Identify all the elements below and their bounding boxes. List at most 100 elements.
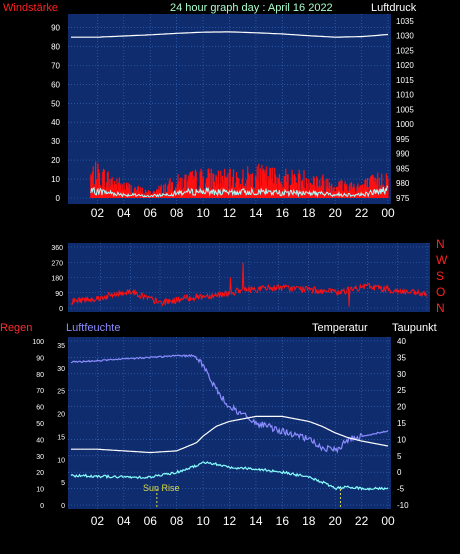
pressure-axis-tick: 1000 bbox=[396, 120, 414, 129]
pressure-axis-tick: 985 bbox=[396, 164, 410, 173]
pressure-axis-tick: 995 bbox=[396, 135, 410, 144]
pressure-axis-tick: 1035 bbox=[396, 17, 414, 26]
wind-axis-tick: 0 bbox=[56, 194, 61, 203]
humidity-axis-tick: 35 bbox=[57, 343, 65, 350]
temperature-axis-tick: 5 bbox=[397, 452, 402, 461]
x-tick-label-1: 04 bbox=[117, 206, 131, 220]
rain-axis-tick: 30 bbox=[36, 454, 44, 461]
humidity-axis-tick: 0 bbox=[61, 503, 65, 510]
x-tick-label-3: 02 bbox=[91, 514, 105, 528]
rain-axis-tick: 50 bbox=[36, 421, 44, 428]
rain-axis-tick: 20 bbox=[36, 470, 44, 477]
x-tick-label-1: 00 bbox=[381, 206, 395, 220]
temperature-axis-tick: 35 bbox=[397, 353, 406, 362]
temperature-axis-tick: 15 bbox=[397, 419, 406, 428]
luftfeuchte-label: Luftfeuchte bbox=[66, 322, 120, 334]
x-tick-label-3: 12 bbox=[223, 514, 237, 528]
x-tick-label-3: 20 bbox=[328, 514, 342, 528]
temperature-axis-tick: 30 bbox=[397, 370, 406, 379]
rain-axis-tick: 40 bbox=[36, 437, 44, 444]
x-tick-label-1: 12 bbox=[223, 206, 237, 220]
wind-average-series bbox=[90, 185, 389, 198]
pressure-axis-tick: 1025 bbox=[396, 46, 414, 55]
pressure-series bbox=[71, 31, 389, 38]
direction-axis-tick: 360 bbox=[51, 245, 63, 252]
compass-label: W bbox=[436, 253, 448, 267]
pressure-axis-tick: 1020 bbox=[396, 61, 414, 70]
pressure-axis-tick: 1015 bbox=[396, 76, 414, 85]
humidity-axis-tick: 15 bbox=[57, 434, 65, 441]
rain-axis-tick: 60 bbox=[36, 405, 44, 412]
humidity-panel bbox=[68, 337, 391, 509]
rain-axis-tick: 0 bbox=[40, 503, 44, 510]
rain-axis-tick: 80 bbox=[36, 372, 44, 379]
x-tick-label-1: 18 bbox=[302, 206, 316, 220]
temperature-axis-tick: 20 bbox=[397, 403, 406, 412]
pressure-axis-tick: 980 bbox=[396, 179, 410, 188]
compass-label: S bbox=[436, 269, 444, 283]
humidity-axis-tick: 20 bbox=[57, 412, 65, 419]
wind-axis-tick: 40 bbox=[51, 118, 60, 127]
pressure-axis-tick: 1010 bbox=[396, 91, 414, 100]
dewpoint-series bbox=[70, 461, 389, 491]
wind-axis-tick: 10 bbox=[51, 175, 60, 184]
pressure-axis-tick: 975 bbox=[396, 194, 410, 203]
rain-axis-tick: 100 bbox=[32, 339, 44, 346]
pressure-axis-tick: 1005 bbox=[396, 105, 414, 114]
x-tick-label-3: 16 bbox=[276, 514, 290, 528]
compass-label: O bbox=[436, 285, 445, 299]
x-tick-label-3: 18 bbox=[302, 514, 316, 528]
wind-axis-tick: 90 bbox=[51, 23, 60, 32]
humidity-axis-tick: 5 bbox=[61, 480, 65, 487]
x-tick-label-3: 22 bbox=[355, 514, 369, 528]
x-tick-label-1: 22 bbox=[355, 206, 369, 220]
windstaerke-label: Windstärke bbox=[3, 2, 58, 14]
x-tick-label-3: 06 bbox=[144, 514, 158, 528]
x-tick-label-1: 08 bbox=[170, 206, 184, 220]
wind-axis-tick: 80 bbox=[51, 42, 60, 51]
humidity-series bbox=[70, 353, 389, 454]
temperature-series bbox=[71, 415, 389, 454]
wind-axis-tick: 20 bbox=[51, 156, 60, 165]
compass-label: N bbox=[436, 301, 445, 315]
x-tick-label-1: 20 bbox=[328, 206, 342, 220]
compass-label: N bbox=[436, 237, 445, 251]
taupunkt-label: Taupunkt bbox=[392, 322, 437, 334]
direction-axis-tick: 0 bbox=[59, 306, 63, 313]
x-tick-label-1: 06 bbox=[144, 206, 158, 220]
pressure-axis-tick: 1030 bbox=[396, 32, 414, 41]
direction-axis-tick: 180 bbox=[51, 276, 63, 283]
rain-axis-tick: 10 bbox=[36, 487, 44, 494]
x-tick-label-1: 02 bbox=[91, 206, 105, 220]
x-tick-label-3: 00 bbox=[381, 514, 395, 528]
wind-axis-tick: 30 bbox=[51, 137, 60, 146]
temperature-axis-tick: -10 bbox=[397, 501, 409, 510]
rain-axis-tick: 70 bbox=[36, 388, 44, 395]
wind-axis-tick: 50 bbox=[51, 99, 60, 108]
direction-axis-tick: 270 bbox=[51, 260, 63, 267]
x-tick-label-3: 14 bbox=[249, 514, 263, 528]
temperatur-label: Temperatur bbox=[312, 322, 368, 334]
x-tick-label-3: 08 bbox=[170, 514, 184, 528]
temperature-axis-tick: 40 bbox=[397, 337, 406, 346]
direction-axis-tick: 90 bbox=[55, 291, 63, 298]
wind-axis-tick: 70 bbox=[51, 61, 60, 70]
sunrise-label: Sun Rise bbox=[143, 483, 180, 493]
humidity-axis-tick: 25 bbox=[57, 389, 65, 396]
pressure-axis-tick: 990 bbox=[396, 150, 410, 159]
rain-axis-tick: 90 bbox=[36, 355, 44, 362]
humidity-axis-tick: 30 bbox=[57, 366, 65, 373]
chart-title: 24 hour graph day : April 16 2022 bbox=[170, 2, 333, 14]
temperature-axis-tick: 25 bbox=[397, 386, 406, 395]
temperature-axis-tick: -5 bbox=[397, 485, 405, 494]
x-tick-label-3: 10 bbox=[196, 514, 210, 528]
x-tick-label-1: 10 bbox=[196, 206, 210, 220]
luftdruck-label: Luftdruck bbox=[371, 2, 417, 14]
wind-axis-tick: 60 bbox=[51, 80, 60, 89]
regen-label: Regen bbox=[0, 322, 32, 334]
x-tick-label-3: 04 bbox=[117, 514, 131, 528]
x-tick-label-1: 16 bbox=[276, 206, 290, 220]
temperature-axis-tick: 0 bbox=[397, 468, 402, 477]
humidity-axis-tick: 10 bbox=[57, 457, 65, 464]
